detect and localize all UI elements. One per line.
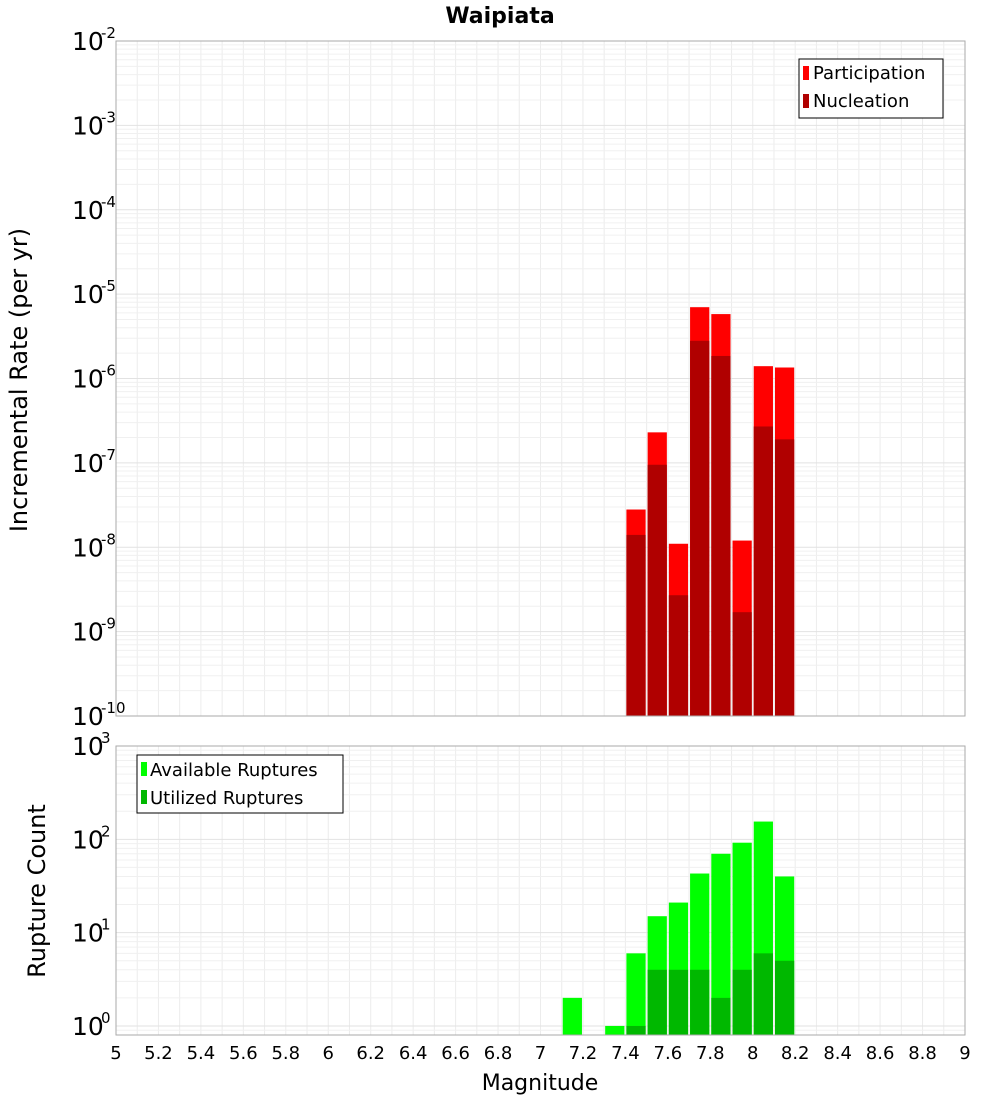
y-tick-exponent: -9 — [101, 615, 116, 633]
legend-swatch-nucleation — [803, 94, 809, 108]
x-tick-label: 7.2 — [569, 1043, 598, 1064]
bar-utilized-ruptures — [753, 953, 773, 1035]
bar-available-ruptures — [562, 997, 582, 1035]
bar-nucleation — [774, 439, 795, 716]
y-tick-exponent: 2 — [101, 822, 111, 840]
legend-label-participation: Participation — [813, 63, 925, 84]
x-tick-label: 8.6 — [866, 1043, 895, 1064]
bar-utilized-ruptures — [668, 969, 689, 1035]
x-tick-label: 7.8 — [696, 1043, 725, 1064]
legend-label-utilized: Utilized Ruptures — [150, 788, 303, 809]
y-tick-label: 10 — [72, 919, 104, 948]
y-tick-label: 10 — [72, 196, 104, 225]
bar-available-ruptures — [605, 1025, 625, 1035]
x-axis-label: Magnitude — [482, 1071, 599, 1096]
bar-nucleation — [647, 464, 667, 716]
legend-swatch-utilized — [141, 790, 147, 804]
top-y-axis-label: Incremental Rate (per yr) — [5, 228, 33, 532]
x-tick-label: 6.4 — [399, 1043, 428, 1064]
y-tick-label: 10 — [72, 618, 104, 647]
top-legend: Participation Nucleation — [798, 58, 944, 119]
y-tick-label: 10 — [72, 533, 104, 562]
x-tick-label: 9 — [959, 1043, 970, 1064]
x-tick-label: 8.2 — [781, 1043, 810, 1064]
top-gridlines — [115, 40, 966, 717]
x-tick-label: 6.6 — [441, 1043, 470, 1064]
bar-nucleation — [690, 340, 710, 716]
x-tick-label: 5.6 — [229, 1043, 258, 1064]
x-tick-label: 5.4 — [187, 1043, 216, 1064]
y-tick-label: 10 — [72, 111, 104, 140]
x-tick-label: 7.4 — [611, 1043, 640, 1064]
y-tick-exponent: -7 — [101, 446, 116, 464]
bottom-y-axis-label: Rupture Count — [23, 804, 51, 978]
x-tick-label: 6.2 — [356, 1043, 385, 1064]
y-tick-label: 10 — [72, 732, 104, 761]
x-tick-label: 5.2 — [144, 1043, 173, 1064]
y-tick-exponent: -8 — [101, 530, 116, 548]
legend-swatch-participation — [803, 66, 809, 80]
bar-nucleation — [668, 595, 689, 716]
y-tick-label: 10 — [72, 702, 104, 731]
y-tick-label: 10 — [72, 1012, 104, 1041]
legend-label-nucleation: Nucleation — [813, 91, 909, 112]
nucleation-bars — [626, 340, 795, 716]
bar-utilized-ruptures — [647, 969, 667, 1035]
y-tick-exponent: -4 — [101, 193, 116, 211]
top-plot-border — [115, 40, 966, 717]
bar-utilized-ruptures — [774, 960, 795, 1035]
bottom-plot-border — [115, 745, 966, 1036]
legend-swatch-available — [141, 762, 147, 776]
x-tick-label: 8.4 — [823, 1043, 852, 1064]
chart-title: Waipiata — [445, 4, 554, 29]
y-tick-exponent: -3 — [101, 108, 116, 126]
legend-label-available: Available Ruptures — [150, 760, 318, 781]
y-tick-label: 10 — [72, 365, 104, 394]
x-tick-label: 6.8 — [484, 1043, 513, 1064]
x-tick-label: 7 — [535, 1043, 546, 1064]
y-tick-exponent: -5 — [101, 277, 116, 295]
y-tick-label: 10 — [72, 280, 104, 309]
x-tick-label: 7.6 — [654, 1043, 683, 1064]
bar-nucleation — [626, 534, 646, 716]
x-tick-label: 5.8 — [271, 1043, 300, 1064]
y-tick-exponent: 0 — [101, 1009, 111, 1027]
bar-available-ruptures — [626, 953, 646, 1035]
bar-available-ruptures — [711, 853, 731, 1035]
x-tick-label: 8 — [747, 1043, 758, 1064]
bottom-legend: Available Ruptures Utilized Ruptures — [136, 754, 344, 814]
x-tick-labels: 5 5.2 5.4 5.6 5.8 6 6.2 6.4 6.6 6.8 7 7.2 7.4 7.6 7.8 8… — [110, 1043, 970, 1064]
bottom-legend-box — [136, 754, 344, 814]
bar-utilized-ruptures — [626, 1025, 646, 1035]
y-tick-exponent: 3 — [101, 729, 111, 747]
y-tick-label: 10 — [72, 449, 104, 478]
bar-utilized-ruptures — [711, 997, 731, 1035]
bar-nucleation — [732, 612, 752, 716]
bar-nucleation — [753, 426, 773, 716]
y-tick-exponent: -10 — [101, 699, 126, 717]
y-tick-label: 10 — [72, 825, 104, 854]
bar-utilized-ruptures — [690, 969, 710, 1035]
x-tick-label: 6 — [323, 1043, 334, 1064]
top-legend-box — [798, 58, 944, 119]
x-tick-label: 8.8 — [908, 1043, 937, 1064]
utilized-ruptures-bars — [626, 953, 795, 1035]
y-tick-exponent: 1 — [101, 916, 111, 934]
y-tick-label: 10 — [72, 27, 104, 56]
bar-nucleation — [711, 355, 731, 716]
y-tick-exponent: -2 — [101, 24, 116, 42]
y-tick-exponent: -6 — [101, 362, 116, 380]
bar-utilized-ruptures — [732, 969, 752, 1035]
x-tick-label: 5 — [110, 1043, 121, 1064]
